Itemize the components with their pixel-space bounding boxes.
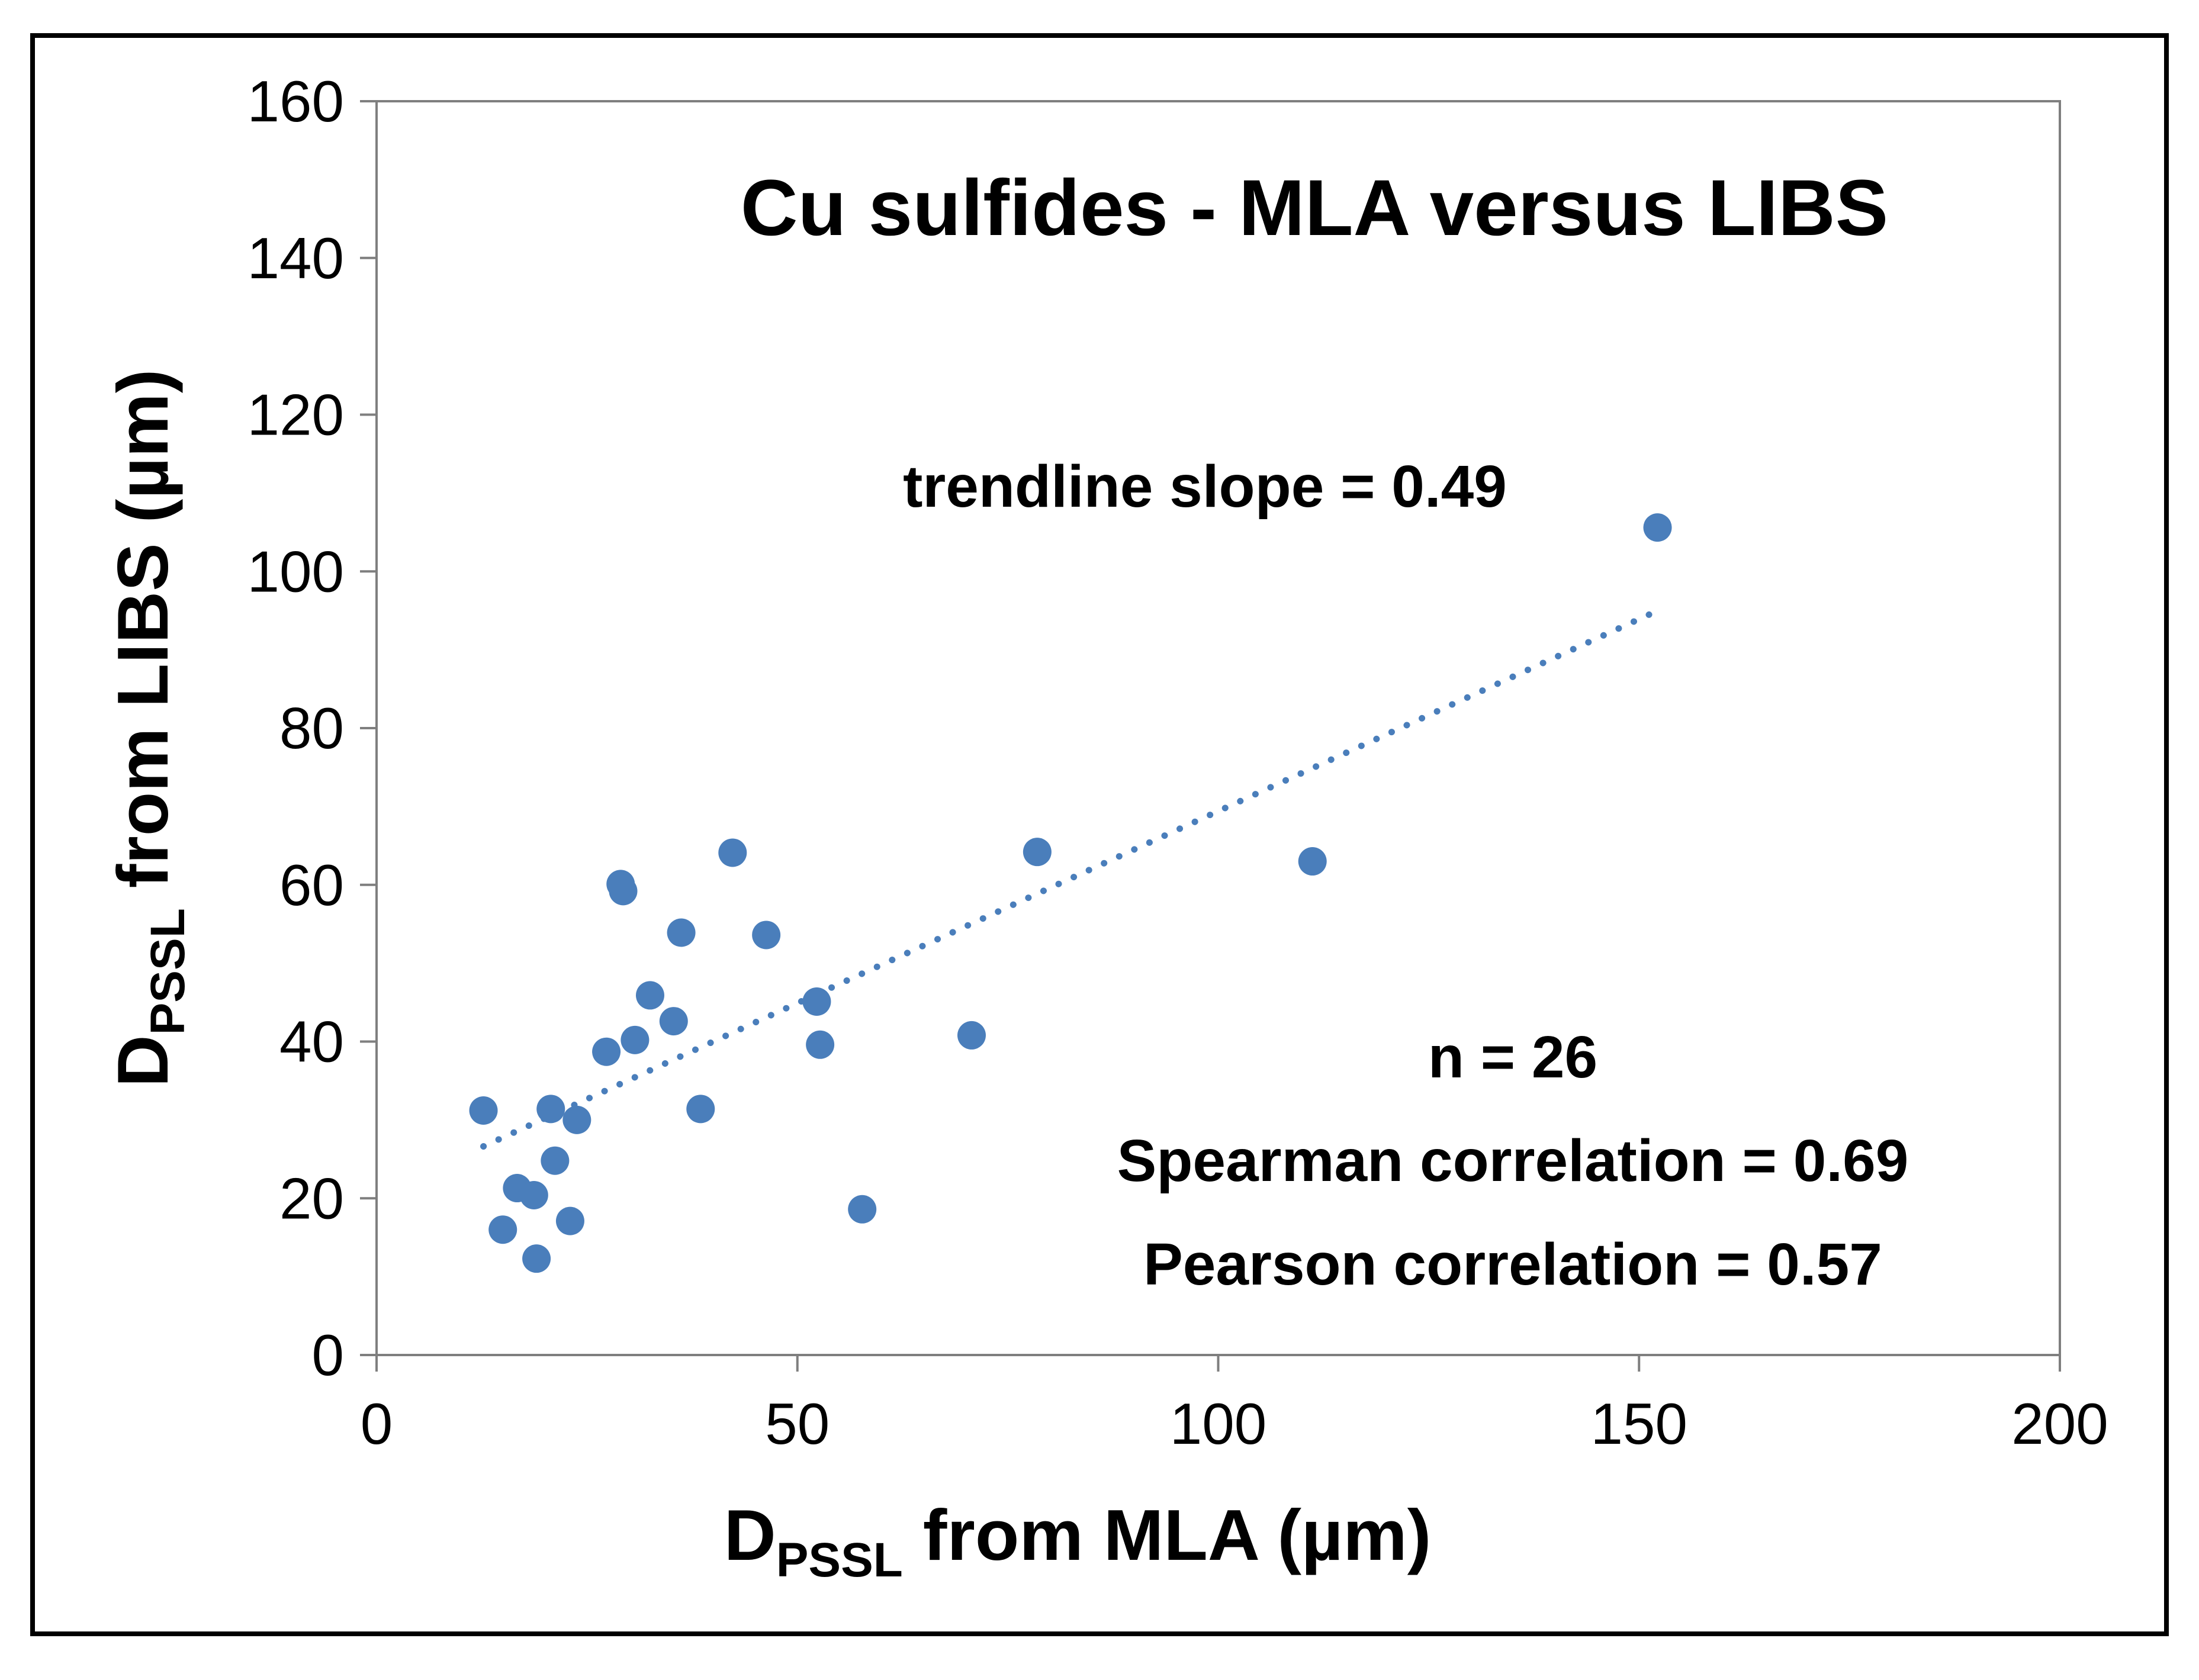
data-point: [718, 838, 747, 867]
y-tick-label: 160: [247, 69, 344, 134]
data-point: [635, 981, 664, 1010]
figure-frame: [30, 33, 2169, 1636]
y-tick-label: 40: [279, 1009, 344, 1074]
data-point: [488, 1215, 517, 1244]
n-annotation: n = 26: [1428, 1024, 1597, 1090]
data-point: [541, 1146, 570, 1175]
x-tick-label: 50: [765, 1391, 830, 1456]
y-tick-label: 100: [247, 539, 344, 604]
x-axis-ticks: 0 50 100 150 200: [361, 1355, 2108, 1456]
data-point: [592, 1037, 621, 1066]
data-point: [519, 1180, 548, 1209]
y-axis-ticks: 0 20 40 60 80 100 120 140 160: [247, 69, 377, 1388]
data-point: [621, 1025, 650, 1054]
y-tick-label: 80: [279, 696, 344, 761]
x-axis-label: DPSSL from MLA (µm): [724, 1495, 1432, 1587]
x-tick-label: 100: [1170, 1391, 1267, 1456]
y-axis-label: DPSSL from LIBS (µm): [102, 369, 195, 1087]
pearson-annotation: Pearson correlation = 0.57: [1143, 1231, 1882, 1298]
data-point: [1643, 513, 1672, 542]
x-tick-label: 200: [2011, 1391, 2108, 1456]
data-point: [802, 987, 831, 1016]
x-tick-label: 0: [361, 1391, 393, 1456]
trendline: [480, 607, 1661, 1150]
slope-annotation: trendline slope = 0.49: [903, 453, 1507, 520]
y-tick-label: 60: [279, 852, 344, 918]
y-tick-label: 0: [311, 1322, 344, 1388]
data-point: [752, 921, 781, 950]
data-point: [562, 1105, 591, 1134]
y-tick-label: 20: [279, 1166, 344, 1231]
x-tick-label: 150: [1590, 1391, 1687, 1456]
data-point: [686, 1095, 715, 1124]
data-point: [609, 877, 638, 906]
data-point: [806, 1030, 835, 1059]
data-point: [522, 1244, 551, 1273]
spearman-annotation: Spearman correlation = 0.69: [1117, 1128, 1909, 1194]
data-point: [957, 1021, 986, 1050]
y-tick-label: 140: [247, 226, 344, 291]
chart-title: Cu sulfides - MLA versus LIBS: [741, 164, 1888, 252]
data-point: [848, 1195, 877, 1224]
data-point: [667, 918, 696, 947]
trendline-layer: [480, 607, 1661, 1150]
data-points: [469, 513, 1672, 1273]
data-point: [536, 1095, 565, 1124]
data-point: [469, 1096, 498, 1125]
data-point: [659, 1007, 688, 1036]
data-point: [1298, 847, 1327, 876]
data-point: [1023, 838, 1052, 867]
data-point: [555, 1206, 584, 1235]
y-tick-label: 120: [247, 382, 344, 448]
